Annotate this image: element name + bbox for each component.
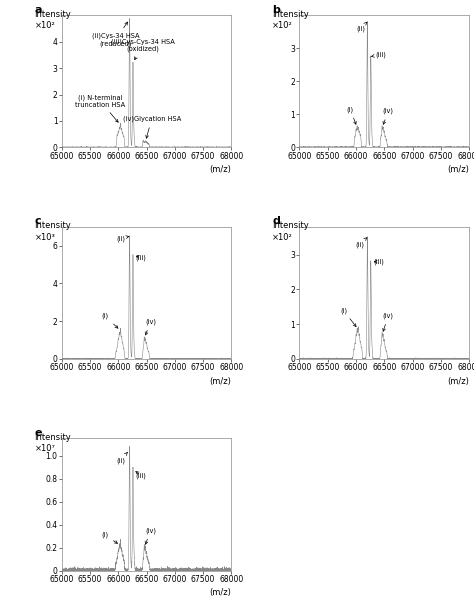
Text: (m/z): (m/z) bbox=[210, 377, 231, 386]
Text: a: a bbox=[35, 5, 42, 15]
Text: (ii): (ii) bbox=[116, 452, 128, 464]
Text: (m/z): (m/z) bbox=[447, 165, 469, 174]
Text: ×10²: ×10² bbox=[35, 21, 55, 30]
Text: Intensity: Intensity bbox=[35, 222, 71, 231]
Text: (ii): (ii) bbox=[355, 238, 367, 248]
Text: e: e bbox=[35, 428, 42, 438]
Text: (i): (i) bbox=[101, 532, 118, 543]
Text: (iii): (iii) bbox=[136, 254, 146, 261]
Text: (m/z): (m/z) bbox=[210, 165, 231, 174]
Text: (iv): (iv) bbox=[383, 313, 394, 331]
Text: d: d bbox=[272, 216, 280, 226]
Text: (i): (i) bbox=[101, 313, 118, 328]
Text: (i) N-terminal
truncation HSA: (i) N-terminal truncation HSA bbox=[75, 94, 125, 122]
Text: (iv)Glycation HSA: (iv)Glycation HSA bbox=[122, 116, 181, 138]
Text: (iii): (iii) bbox=[373, 259, 384, 265]
Text: c: c bbox=[35, 216, 41, 226]
Text: ×10²: ×10² bbox=[272, 21, 293, 30]
Text: ×10²: ×10² bbox=[272, 232, 293, 242]
Text: ×10⁷: ×10⁷ bbox=[35, 444, 55, 453]
Text: (iii): (iii) bbox=[136, 472, 146, 478]
Text: (ii): (ii) bbox=[356, 22, 367, 32]
Text: Intensity: Intensity bbox=[272, 10, 309, 19]
Text: (ii): (ii) bbox=[116, 236, 129, 242]
Text: (i): (i) bbox=[340, 307, 356, 327]
Text: (iii): (iii) bbox=[372, 52, 386, 58]
Text: (iv): (iv) bbox=[145, 527, 156, 544]
Text: (ii)Cys-34 HSA
(reduced): (ii)Cys-34 HSA (reduced) bbox=[91, 22, 139, 47]
Text: (m/z): (m/z) bbox=[447, 377, 469, 386]
Text: (i): (i) bbox=[347, 106, 356, 124]
Text: (iii)Cys-Cys-34 HSA
(oxidized): (iii)Cys-Cys-34 HSA (oxidized) bbox=[111, 38, 174, 59]
Text: Intensity: Intensity bbox=[35, 433, 71, 442]
Text: (iv): (iv) bbox=[145, 319, 156, 335]
Text: Intensity: Intensity bbox=[272, 222, 309, 231]
Text: (iv): (iv) bbox=[383, 108, 394, 124]
Text: b: b bbox=[272, 5, 280, 15]
Text: ×10³: ×10³ bbox=[35, 232, 55, 242]
Text: (m/z): (m/z) bbox=[210, 588, 231, 597]
Text: Intensity: Intensity bbox=[35, 10, 71, 19]
